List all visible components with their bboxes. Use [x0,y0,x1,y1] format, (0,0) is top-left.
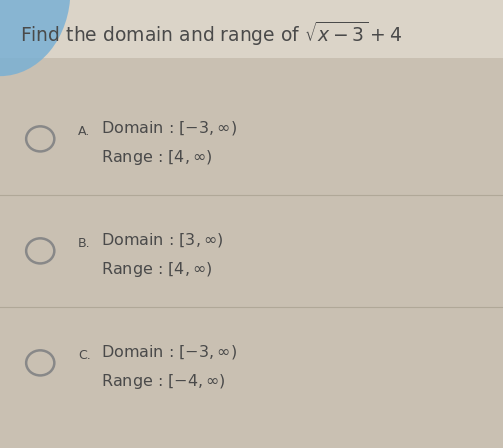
Text: Domain : $[-3, \infty)$: Domain : $[-3, \infty)$ [101,119,236,137]
Text: B.: B. [78,237,91,250]
Text: C.: C. [78,349,91,362]
Text: Domain : $[3, \infty)$: Domain : $[3, \infty)$ [101,231,223,249]
Text: Range : $[4, \infty)$: Range : $[4, \infty)$ [101,148,212,167]
FancyBboxPatch shape [0,0,503,58]
Text: Find the domain and range of $\sqrt{x - 3} + 4$: Find the domain and range of $\sqrt{x - … [20,20,402,48]
Text: Range : $[4, \infty)$: Range : $[4, \infty)$ [101,260,212,279]
Text: Domain : $[-3, \infty)$: Domain : $[-3, \infty)$ [101,343,236,361]
Text: A.: A. [78,125,90,138]
Text: Range : $[-4, \infty)$: Range : $[-4, \infty)$ [101,372,225,391]
Ellipse shape [0,0,70,76]
